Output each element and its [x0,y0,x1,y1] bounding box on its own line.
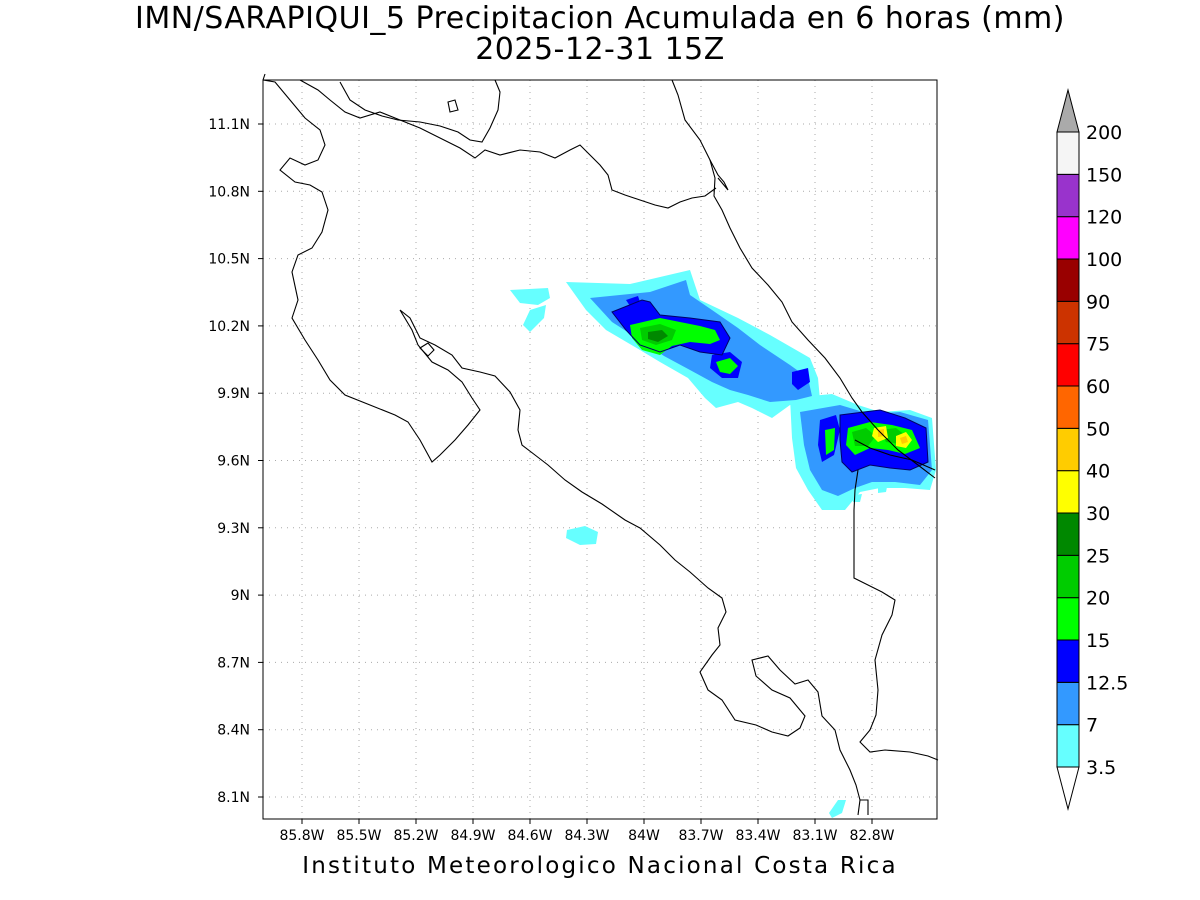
legend-level-label: 15 [1086,630,1110,652]
lat-tick-label: 11.1N [208,117,250,133]
legend-level-label: 3.5 [1086,757,1116,779]
lon-tick-label: 85.2W [393,828,438,844]
legend-level-label: 100 [1086,249,1122,271]
legend-swatch [1056,385,1080,429]
lon-tick-label: 85.8W [279,828,324,844]
lon-tick-label: 83.1W [792,828,837,844]
lat-tick-label: 9.9N [217,386,250,402]
legend-swatch [1056,681,1080,726]
lon-tick-label: 84.3W [564,828,609,844]
legend-level-label: 120 [1086,207,1122,229]
latitude-labels: 11.1N 10.8N 10.5N 10.2N 9.9N 9.6N 9.3N 9N 8.7N 8.… [208,117,263,806]
map-frame [262,79,938,820]
legend-level-label: 12.5 [1086,672,1128,694]
legend-swatch [1056,131,1080,175]
legend-level-label: 7 [1086,715,1098,737]
lat-tick-label: 9N [231,588,250,604]
lat-tick-label: 10.2N [208,319,250,335]
lon-tick-label: 84.6W [507,828,552,844]
legend-swatch [1056,427,1080,472]
legend-level-label: 20 [1086,588,1110,610]
legend-swatch [1056,470,1080,514]
lon-tick-label: 85.5W [336,828,381,844]
lat-tick-label: 8.1N [217,790,250,806]
precipitation-field [510,270,936,818]
legend-swatch [1056,258,1080,302]
lon-tick-label: 84.9W [450,828,495,844]
lon-tick-label: 82.8W [849,828,894,844]
lat-tick-label: 10.8N [208,184,250,200]
legend-swatch [1056,216,1080,260]
legend-swatch [1056,343,1080,387]
lat-tick-label: 9.6N [217,454,250,470]
legend-swatch [1056,554,1080,599]
lon-tick-label: 83.4W [735,828,780,844]
footer-credit: Instituto Meteorologico Nacional Costa R… [302,853,898,879]
color-legend: 3.5 7 12.5 15 20 25 30 40 50 60 75 90 100 120 150 200 [1056,88,1128,811]
legend-level-label: 25 [1086,545,1110,567]
lat-tick-label: 8.4N [217,723,250,739]
map-datetime: 2025-12-31 15Z [475,32,725,67]
legend-swatch [1056,300,1080,345]
legend-level-label: 75 [1086,334,1110,356]
legend-level-label: 150 [1086,164,1122,186]
legend-arrow-max [1056,88,1080,133]
legend-swatch [1056,639,1080,683]
legend-arrow-min [1056,766,1080,811]
lon-tick-label: 84W [628,828,660,844]
legend-level-label: 40 [1086,461,1110,483]
precip-contours [611,299,929,473]
legend-swatch [1056,512,1080,556]
legend-swatch [1056,597,1080,641]
lat-tick-label: 9.3N [217,521,250,537]
legend-swatch [1056,173,1080,218]
map-title: IMN/SARAPIQUI_5 Precipitacion Acumulada … [135,1,1065,36]
precip-level-25 [648,330,668,342]
legend-level-label: 50 [1086,418,1110,440]
legend-level-label: 30 [1086,503,1110,525]
lon-tick-label: 83.7W [678,828,723,844]
coastline [262,73,939,816]
longitude-labels: 85.8W 85.5W 85.2W 84.9W 84.6W 84.3W 84W 83.7W 83… [279,819,895,844]
legend-level-label: 200 [1086,122,1122,144]
lat-tick-label: 8.7N [217,655,250,671]
lat-tick-label: 10.5N [208,252,250,268]
legend-swatch [1056,724,1080,768]
map-grid [263,80,937,819]
legend-level-label: 90 [1086,291,1110,313]
legend-level-label: 60 [1086,376,1110,398]
